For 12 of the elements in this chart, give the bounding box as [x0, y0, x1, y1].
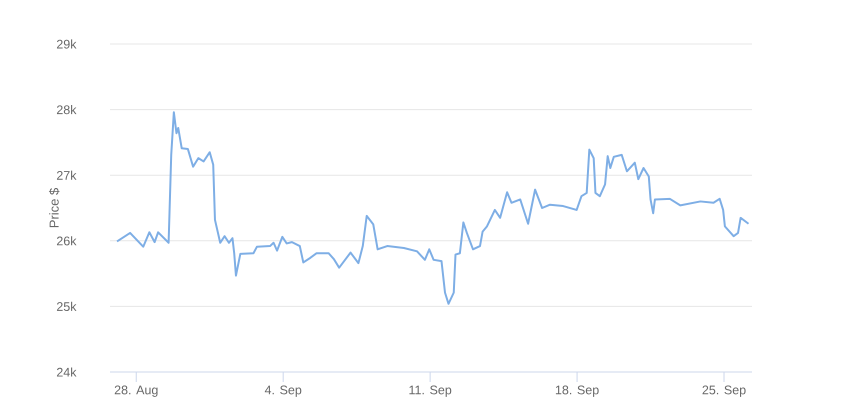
y-tick-label: 26k — [56, 236, 76, 246]
x-tick-label: 25. Sep — [702, 386, 746, 397]
x-tick-label: 11. Sep — [409, 386, 452, 397]
x-tick-label: 18. Sep — [556, 386, 599, 397]
x-tick-label: 4. Sep — [264, 386, 302, 397]
y-tick-label: 29k — [56, 39, 76, 49]
x-tick-label: 28. Aug — [114, 386, 158, 397]
y-tick-label: 27k — [56, 170, 76, 180]
y-tick-label: 25k — [56, 302, 76, 311]
y-axis-title: Price $ — [48, 188, 60, 228]
y-tick-label: 28k — [56, 105, 76, 114]
y-tick-label: 24k — [56, 367, 76, 377]
